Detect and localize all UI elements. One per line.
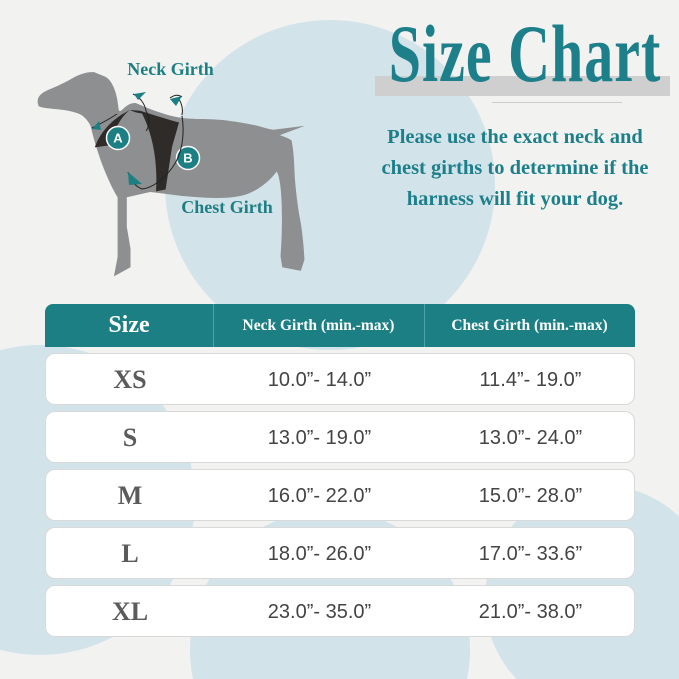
svg-text:B: B (183, 151, 192, 166)
svg-text:A: A (113, 131, 123, 146)
